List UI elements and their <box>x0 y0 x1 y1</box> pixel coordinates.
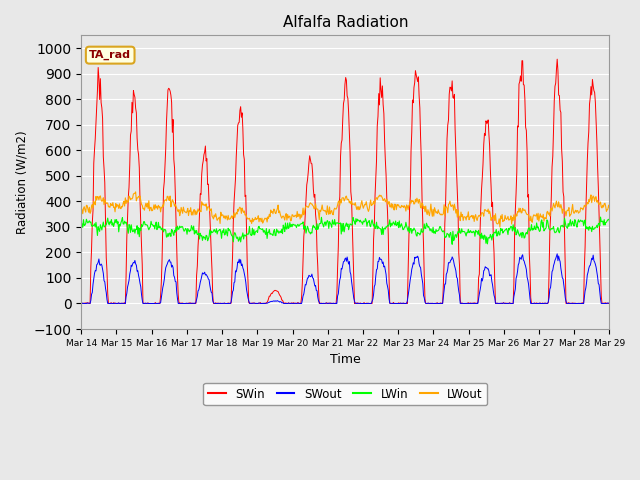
SWin <box>296 300 304 306</box>
SWin <box>275 290 283 296</box>
LWin <box>449 241 456 247</box>
Y-axis label: Radiation (W/m2): Radiation (W/m2) <box>15 131 28 234</box>
SWout <box>248 300 255 306</box>
SWout <box>454 276 461 281</box>
SWin <box>143 300 151 306</box>
SWout <box>276 299 284 305</box>
LWin <box>454 231 461 237</box>
Legend: SWin, SWout, LWin, LWout: SWin, SWout, LWin, LWout <box>204 383 487 405</box>
Text: TA_rad: TA_rad <box>89 50 131 60</box>
SWin <box>247 300 255 306</box>
LWout <box>454 215 461 220</box>
LWout <box>248 221 255 227</box>
LWout <box>496 224 504 230</box>
Line: LWin: LWin <box>81 217 640 244</box>
X-axis label: Time: Time <box>330 353 361 366</box>
Line: SWin: SWin <box>81 59 640 303</box>
SWin <box>77 300 85 306</box>
LWin <box>143 222 151 228</box>
LWin <box>596 214 604 220</box>
LWin <box>421 226 429 231</box>
LWout <box>422 203 429 209</box>
SWout <box>554 251 561 257</box>
LWin <box>296 221 304 227</box>
SWout <box>297 300 305 306</box>
SWout <box>144 300 152 306</box>
SWin <box>421 296 429 302</box>
Line: LWout: LWout <box>81 192 640 227</box>
LWout <box>276 208 284 214</box>
SWout <box>77 300 85 306</box>
LWin <box>275 230 283 236</box>
LWin <box>247 232 255 238</box>
LWout <box>144 205 152 211</box>
Title: Alfalfa Radiation: Alfalfa Radiation <box>283 15 408 30</box>
LWin <box>77 222 85 228</box>
LWout <box>297 212 305 217</box>
LWout <box>132 189 140 195</box>
SWin <box>554 56 561 62</box>
SWout <box>422 300 429 306</box>
Line: SWout: SWout <box>81 254 640 303</box>
SWout <box>78 300 86 306</box>
SWin <box>452 169 460 175</box>
LWout <box>77 205 85 211</box>
